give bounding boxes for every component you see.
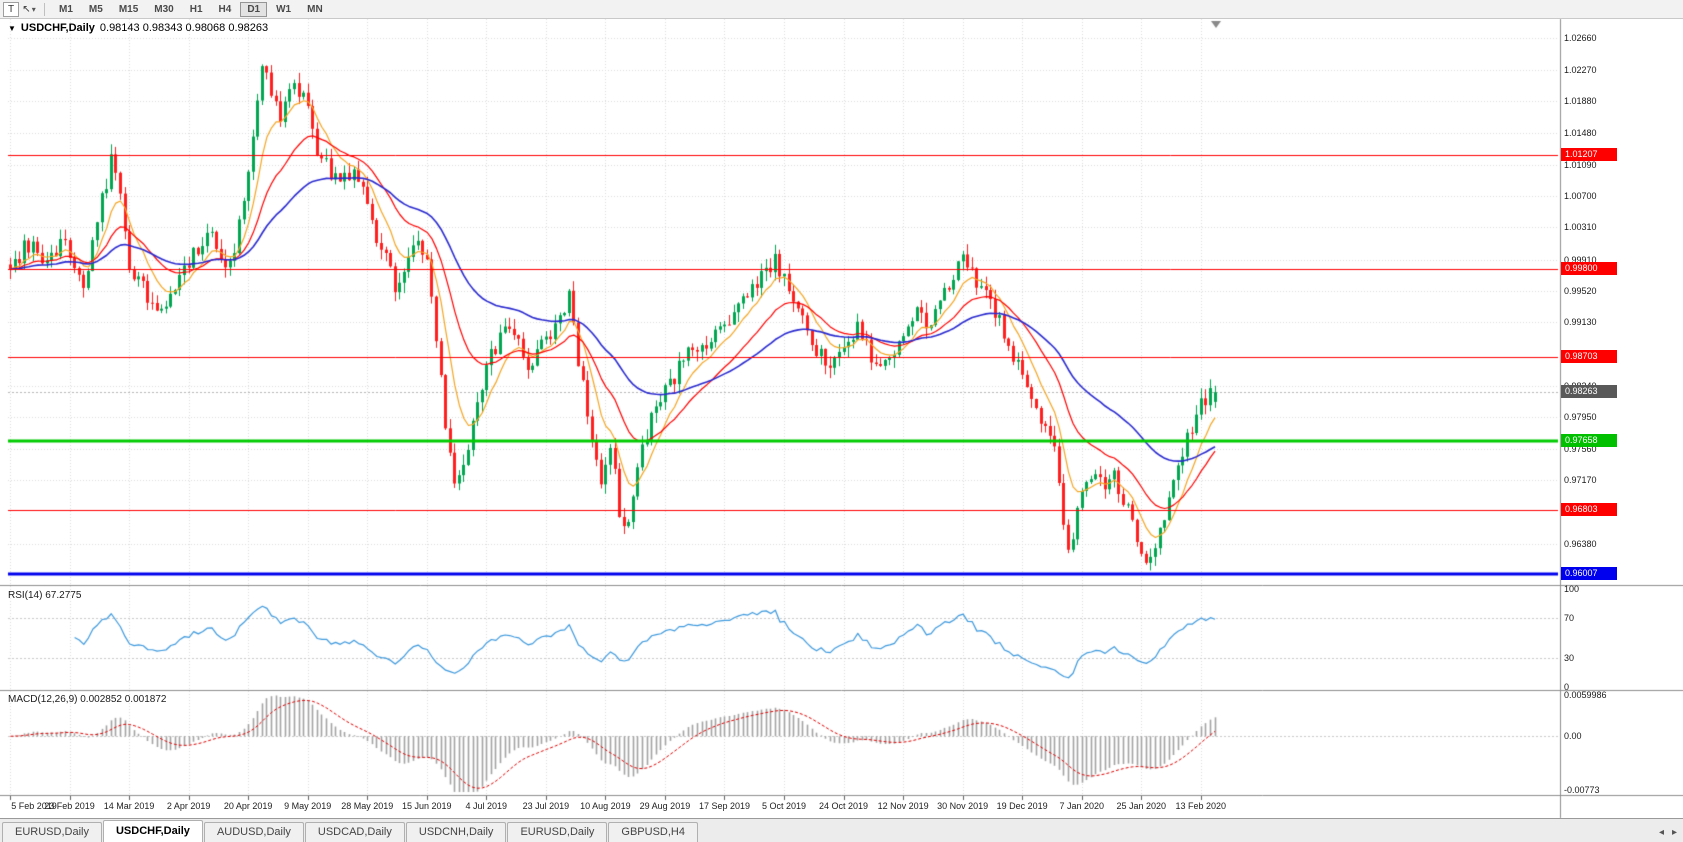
date-axis-label: 13 Feb 2020 [1175,801,1227,811]
macd-axis-label: -0.00773 [1564,785,1600,795]
price-axis-label: 0.97560 [1564,443,1597,454]
date-axis-label: 15 Jun 2019 [401,801,452,811]
timeframe-button-m5[interactable]: M5 [82,2,110,17]
rsi-indicator-label: RSI(14) 67.2775 [8,590,82,601]
ohlc-values: 0.98143 0.98343 0.98068 0.98263 [99,22,269,34]
price-level-box: 0.97658 [1561,433,1617,447]
price-level-box: 0.98703 [1561,349,1617,363]
date-axis-label: 28 May 2019 [341,801,394,811]
price-axis-label: 0.99130 [1564,317,1597,328]
date-axis-label: 17 Sep 2019 [698,801,750,811]
price-axis-label: 1.00310 [1564,222,1597,233]
chart-tab-gbpusd-h4[interactable]: GBPUSD,H4 [608,822,698,842]
macd-axis-label: 0.0059986 [1564,690,1607,700]
date-axis-label: 25 Jan 2020 [1116,801,1167,811]
chart-title: ▼ USDCHF,Daily 0.98143 0.98343 0.98068 0… [8,22,268,34]
timeframe-button-h1[interactable]: H1 [183,2,210,17]
cursor-icon: ↖ [22,3,31,15]
macd-axis-label: 0.00 [1564,731,1582,742]
date-axis-label: 20 Apr 2019 [223,801,273,811]
date-axis-label: 19 Dec 2019 [996,801,1048,811]
price-axis-label: 0.97170 [1564,475,1597,486]
timeframe-button-d1[interactable]: D1 [240,1,268,17]
timeframe-button-m1[interactable]: M1 [52,2,80,17]
price-axis-label: 1.01880 [1564,96,1597,107]
timeframe-button-h4[interactable]: H4 [212,2,239,17]
chart-tab-usdchf-daily[interactable]: USDCHF,Daily [102,820,203,842]
date-axis-label: 24 Oct 2019 [819,801,869,811]
timeframe-button-w1[interactable]: W1 [269,2,298,17]
date-axis-label: 23 Feb 2019 [44,801,95,811]
price-axis-label: 1.02660 [1564,33,1597,44]
cursor-tool-button[interactable]: ↖▾ [21,2,37,17]
chevron-down-icon: ▾ [31,4,36,14]
price-level-box: 0.96803 [1561,502,1617,516]
top-toolbar: T ↖▾ M1 M5 M15 M30 H1 H4 D1 W1 MN [0,0,1683,19]
price-axis-label: 0.97950 [1564,412,1597,423]
price-axis-label: 1.01090 [1564,159,1597,170]
price-axis-label: 0.96380 [1564,538,1597,549]
price-axis-label: 0.99520 [1564,286,1597,297]
chart-tab-usdcad-daily[interactable]: USDCAD,Daily [304,822,405,842]
text-tool-button[interactable]: T [3,1,19,17]
date-axis-label: 4 Jul 2019 [465,801,508,811]
date-axis-label: 12 Nov 2019 [877,801,929,811]
price-axis-label: 1.02270 [1564,64,1597,75]
timeframe-button-mn[interactable]: MN [300,2,330,17]
rsi-axis-label: 0 [1564,682,1570,692]
date-axis-label: 9 May 2019 [284,801,332,811]
tab-scroll-left-icon[interactable]: ◂ [1658,827,1664,838]
tab-scroll-arrows: ◂ ▸ [1659,827,1677,838]
timeframe-button-m30[interactable]: M30 [147,2,180,17]
date-axis-label: 10 Aug 2019 [580,801,631,811]
date-axis-label: 23 Jul 2019 [522,801,570,811]
toolbar-separator [44,2,45,16]
price-axis-label: 1.01480 [1564,128,1597,139]
timeframe-button-m15[interactable]: M15 [112,2,145,17]
chart-tab-bar: EURUSD,Daily USDCHF,Daily AUDUSD,Daily USDC… [0,818,1683,842]
chart-tab-audusd-daily[interactable]: AUDUSD,Daily [203,822,304,842]
tab-scroll-right-icon[interactable]: ▸ [1671,827,1677,838]
price-level-box: 0.99800 [1561,261,1617,275]
chart-tab-eurusd-daily[interactable]: EURUSD,Daily [507,822,608,842]
one-click-trading-toggle-icon[interactable]: ▼ [8,23,16,33]
chart-tab-usdcnh-daily[interactable]: USDCNH,Daily [405,822,507,842]
macd-indicator-label: MACD(12,26,9) 0.002852 0.001872 [8,694,167,705]
rsi-axis-label: 100 [1564,584,1580,594]
symbol-label: USDCHF,Daily [20,22,95,34]
price-level-box: 1.01207 [1561,148,1617,162]
date-axis-label: 5 Feb 2019 [11,801,57,811]
date-axis-label: 14 Mar 2019 [103,801,155,811]
date-axis-label: 29 Aug 2019 [639,801,691,811]
price-axis-label: 0.99910 [1564,254,1597,265]
date-axis-label: 7 Jan 2020 [1059,801,1104,811]
price-level-box: 0.98263 [1561,385,1617,399]
price-axis-label: 1.00700 [1564,191,1597,202]
chart-tab-eurusd-daily[interactable]: EURUSD,Daily [2,822,102,842]
rsi-axis-label: 30 [1564,652,1575,663]
timeframe-buttons: M1 M5 M15 M30 H1 H4 D1 W1 MN [52,1,330,17]
price-level-box: 0.96007 [1561,566,1617,580]
date-axis-label: 5 Oct 2019 [762,801,807,811]
date-axis-label: 2 Apr 2019 [166,801,211,811]
date-axis-label: 30 Nov 2019 [937,801,989,811]
rsi-axis-label: 70 [1564,613,1575,624]
